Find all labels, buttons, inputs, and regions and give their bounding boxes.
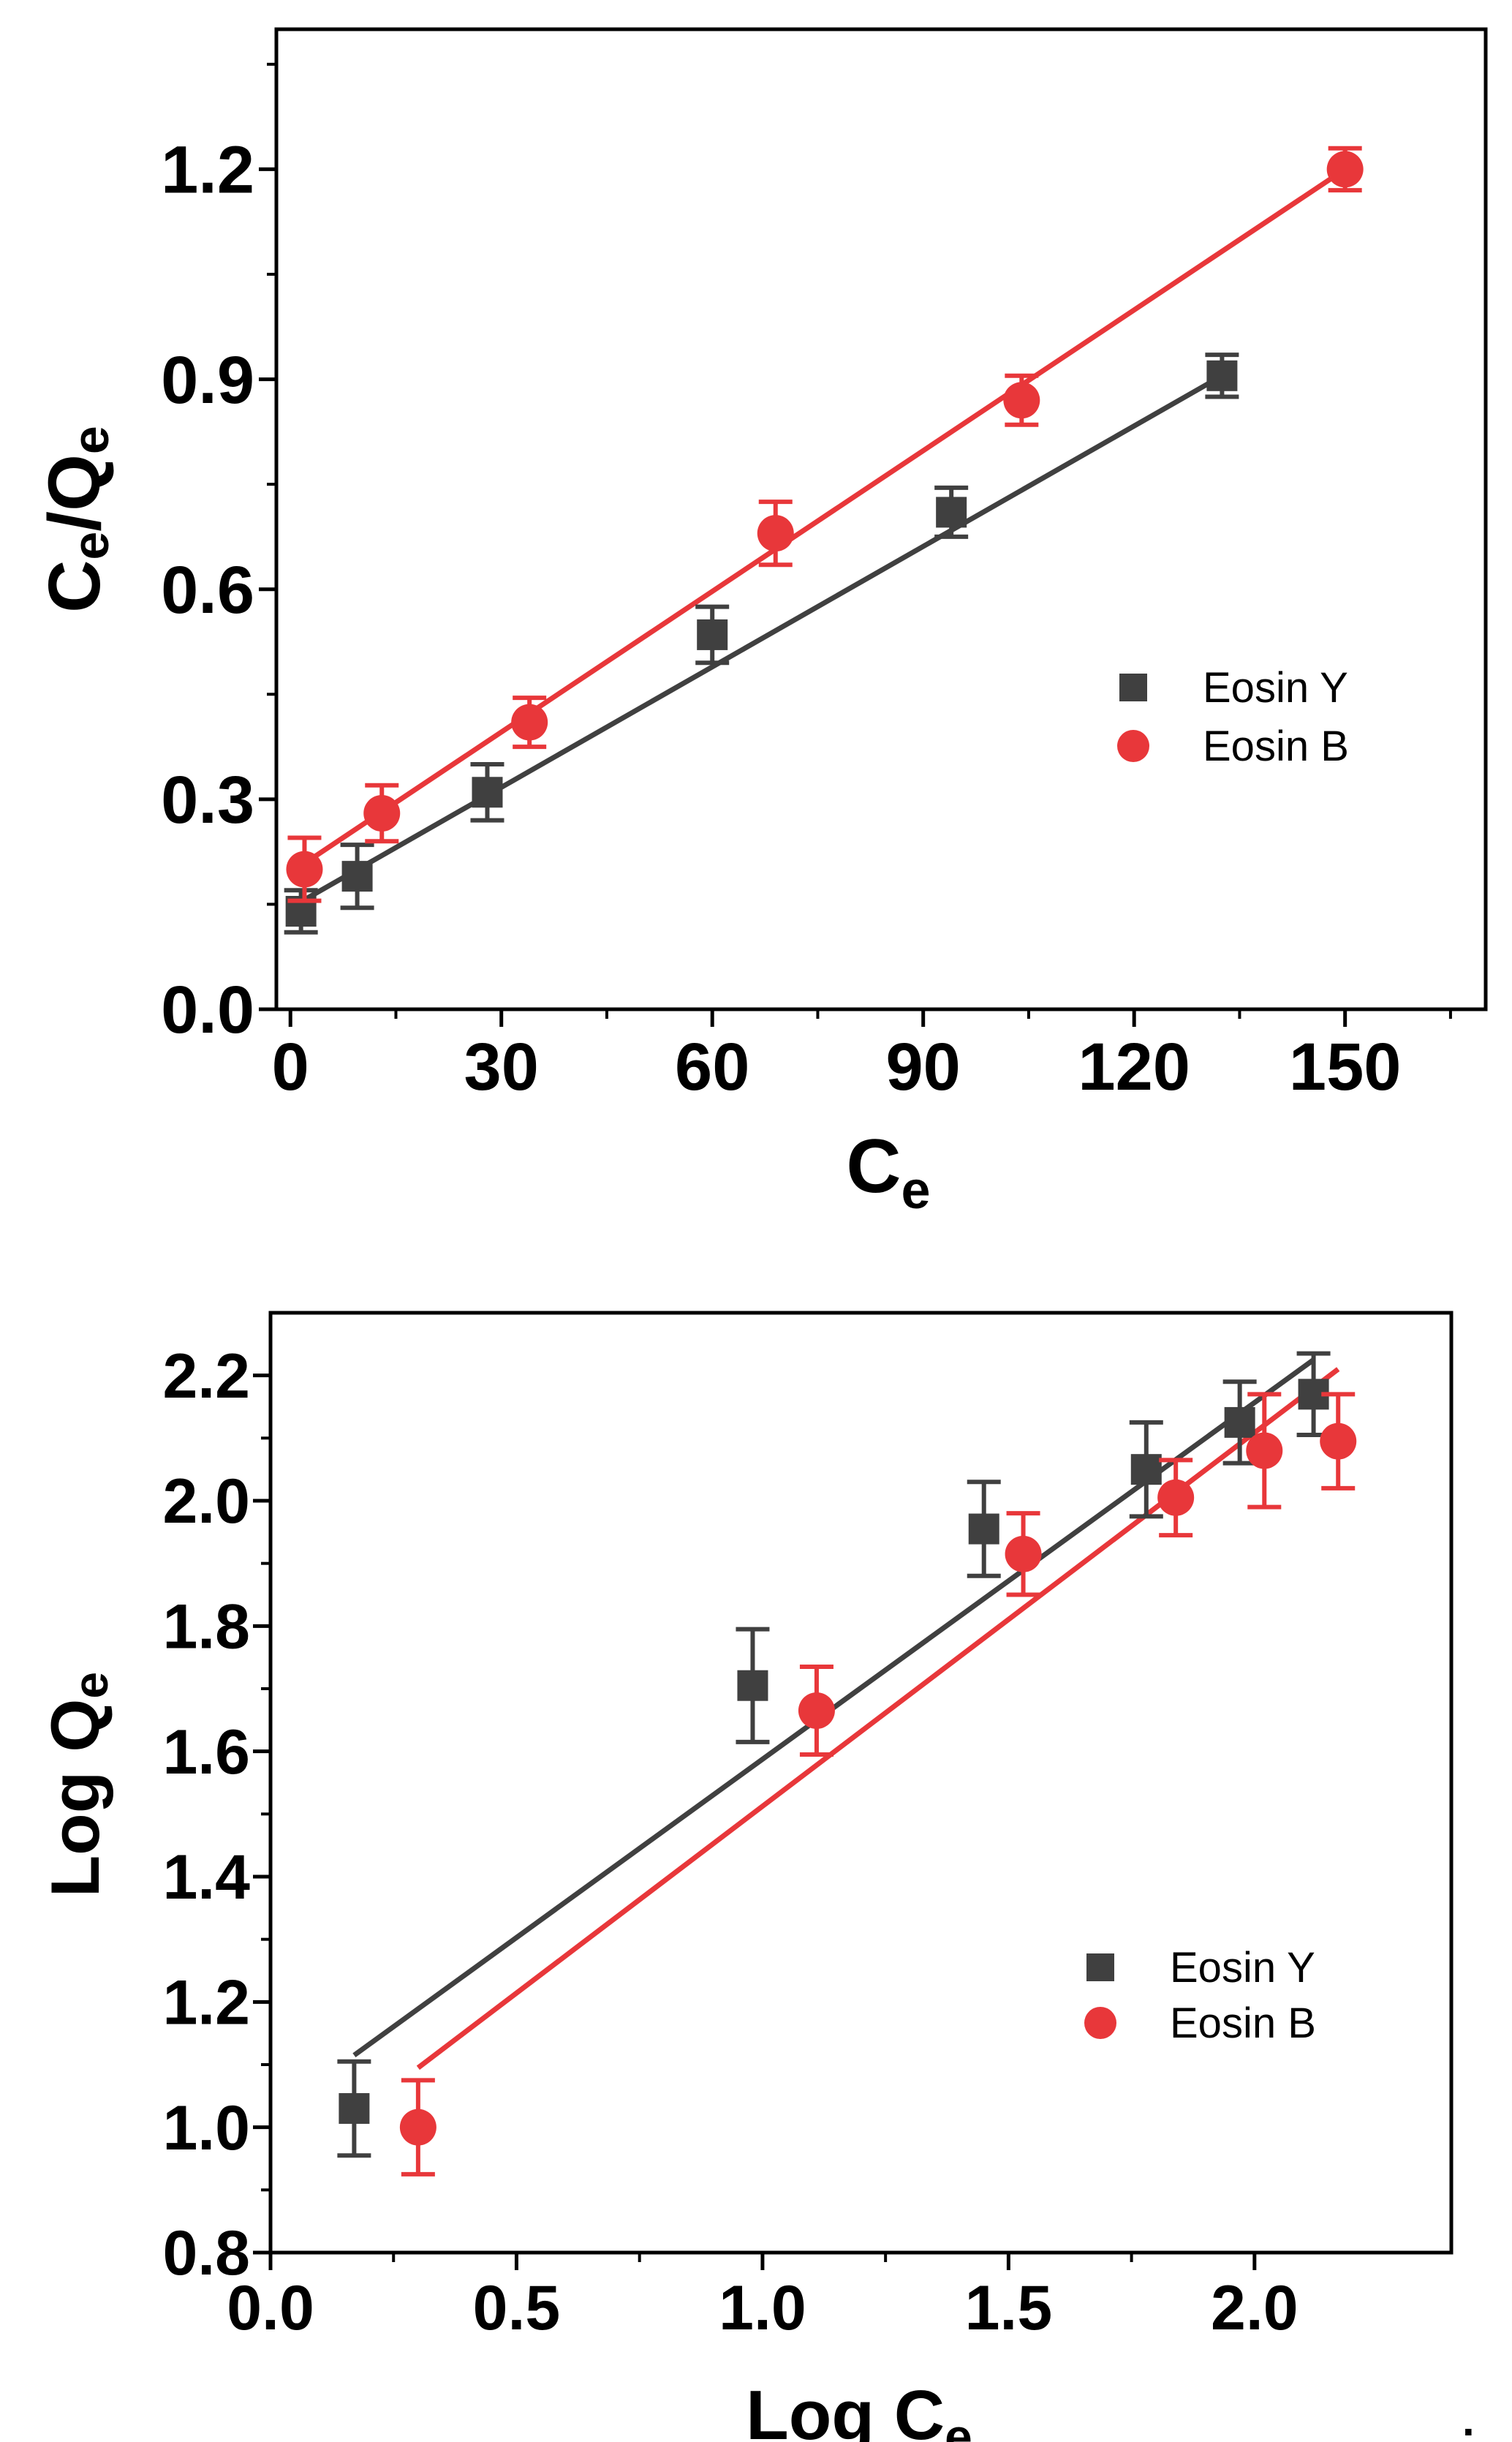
data-point-eosin-y <box>736 1627 770 1744</box>
y-tick-label: 1.0 <box>162 2093 250 2163</box>
legend-eosin-y-marker <box>1119 674 1147 701</box>
fit-line-eosin-y <box>289 373 1224 911</box>
square-marker <box>697 619 728 650</box>
chart1-x-axis-title: Ce <box>846 1124 930 1220</box>
circle-marker <box>399 2109 436 2146</box>
square-marker <box>1206 360 1238 391</box>
circle-marker <box>1326 151 1364 188</box>
y-tick-label: 0.3 <box>161 763 254 837</box>
legend-eosin-b-marker <box>1117 730 1149 762</box>
chart1-fit-lines <box>289 167 1347 911</box>
circle-marker <box>798 1692 835 1729</box>
x-tick-label: 2.0 <box>1211 2273 1299 2343</box>
y-tick-label: 2.2 <box>162 1341 250 1412</box>
x-tick-label: 120 <box>1078 1030 1190 1104</box>
square-marker <box>1130 1454 1162 1485</box>
x-tick-label: 0.5 <box>473 2273 561 2343</box>
y-tick-label: 0.0 <box>161 973 254 1047</box>
chart2-ticks: 0.0 0.5 1.0 1.5 2.0 0.8 1.0 1.2 1.4 1.6 1.8 2.0 2.2 <box>162 1341 1298 2343</box>
y-tick-label: 0.8 <box>162 2218 250 2288</box>
y-tick-label: 0.6 <box>161 553 254 628</box>
circle-marker <box>1003 382 1040 419</box>
chart1-points <box>284 146 1364 935</box>
x-tick-label: 30 <box>464 1030 539 1104</box>
legend-eosin-y-marker <box>1086 1953 1114 1981</box>
y-tick-label: 1.2 <box>161 133 254 208</box>
y-tick-label: 2.0 <box>162 1466 250 1537</box>
data-point-eosin-y <box>1296 1351 1331 1438</box>
square-marker <box>339 2092 370 2124</box>
chart2-legend: Eosin Y Eosin B <box>1084 1944 1316 2047</box>
data-point-eosin-y <box>695 604 730 666</box>
circle-marker <box>286 851 323 888</box>
legend-eosin-y-label: Eosin Y <box>1203 664 1348 712</box>
chart2-plot-frame <box>268 1311 1454 2255</box>
chart2-y-axis-title: Log Qe <box>37 1672 118 1897</box>
data-point-eosin-b <box>1005 1511 1042 1597</box>
y-tick-label: 1.6 <box>162 1717 250 1787</box>
chart2-points <box>337 1351 1357 2177</box>
y-tick-label: 1.8 <box>162 1591 250 1662</box>
circle-marker <box>1005 1535 1042 1572</box>
chart1-y-axis-title: Ce/Qe <box>34 426 119 613</box>
legend-eosin-b-marker <box>1084 2007 1116 2039</box>
circle-marker <box>1246 1432 1283 1469</box>
data-point-eosin-b <box>399 2078 436 2177</box>
x-tick-label: 90 <box>886 1030 961 1104</box>
circle-marker <box>1157 1479 1195 1516</box>
data-point-eosin-b <box>511 696 548 750</box>
langmuir-chart: 0 30 60 90 120 150 0.0 0.3 0.6 0.9 1.2 Ce Ce/Qe Eo… <box>34 27 1488 1220</box>
data-point-eosin-y <box>470 762 504 823</box>
data-point-eosin-y <box>337 2059 371 2158</box>
y-tick-label: 1.2 <box>162 1967 250 2038</box>
chart1-plot-frame <box>274 27 1488 1011</box>
data-point-eosin-b <box>286 835 323 903</box>
circle-marker <box>363 795 401 832</box>
square-marker <box>341 861 373 892</box>
data-point-eosin-b <box>1320 1392 1357 1491</box>
circle-marker <box>757 515 794 552</box>
y-tick-label: 1.4 <box>162 1842 250 1912</box>
legend-eosin-y-label: Eosin Y <box>1170 1944 1315 1991</box>
x-tick-label: 60 <box>675 1030 749 1104</box>
data-point-eosin-b <box>757 500 794 568</box>
circle-marker <box>1320 1422 1357 1460</box>
freundlich-chart: 0.0 0.5 1.0 1.5 2.00.81.01.21.41.61.82.02.2 … <box>37 1311 1454 2442</box>
x-tick-label: 1.5 <box>965 2273 1053 2343</box>
x-tick-label: 0 <box>272 1030 309 1104</box>
data-point-eosin-b <box>1157 1458 1195 1538</box>
square-marker <box>1224 1406 1255 1438</box>
legend-eosin-b-label: Eosin B <box>1203 723 1349 770</box>
square-marker <box>472 777 503 808</box>
chart2-x-axis-title: Log Ce <box>746 2376 972 2442</box>
fit-line-eosin-b <box>289 167 1347 875</box>
square-marker <box>968 1513 999 1545</box>
square-marker <box>737 1670 768 1701</box>
data-point-eosin-y <box>934 485 969 539</box>
data-point-eosin-b <box>1326 146 1364 193</box>
legend-eosin-b-label: Eosin B <box>1170 2000 1316 2047</box>
data-point-eosin-b <box>1003 373 1040 427</box>
data-point-eosin-b <box>798 1665 835 1757</box>
data-point-eosin-y <box>1222 1379 1257 1466</box>
data-point-eosin-b <box>1246 1392 1283 1510</box>
data-point-eosin-b <box>363 783 401 844</box>
footnote-dot: . <box>1462 2396 1475 2442</box>
y-tick-label: 0.9 <box>161 343 254 418</box>
chart1-ticks: 0 30 60 90 120 150 0.0 0.3 0.6 0.9 1.2 <box>161 62 1452 1104</box>
data-point-eosin-y <box>284 888 318 935</box>
square-marker <box>936 497 967 528</box>
chart1-legend: Eosin Y Eosin B <box>1117 664 1349 770</box>
data-point-eosin-y <box>1205 353 1239 399</box>
data-point-eosin-y <box>967 1480 1001 1578</box>
x-tick-label: 1.0 <box>719 2273 806 2343</box>
data-point-eosin-y <box>1129 1420 1163 1519</box>
circle-marker <box>511 704 548 741</box>
data-point-eosin-y <box>340 843 374 911</box>
x-tick-label: 150 <box>1289 1030 1402 1104</box>
x-tick-label: 0.0 <box>227 2273 314 2343</box>
